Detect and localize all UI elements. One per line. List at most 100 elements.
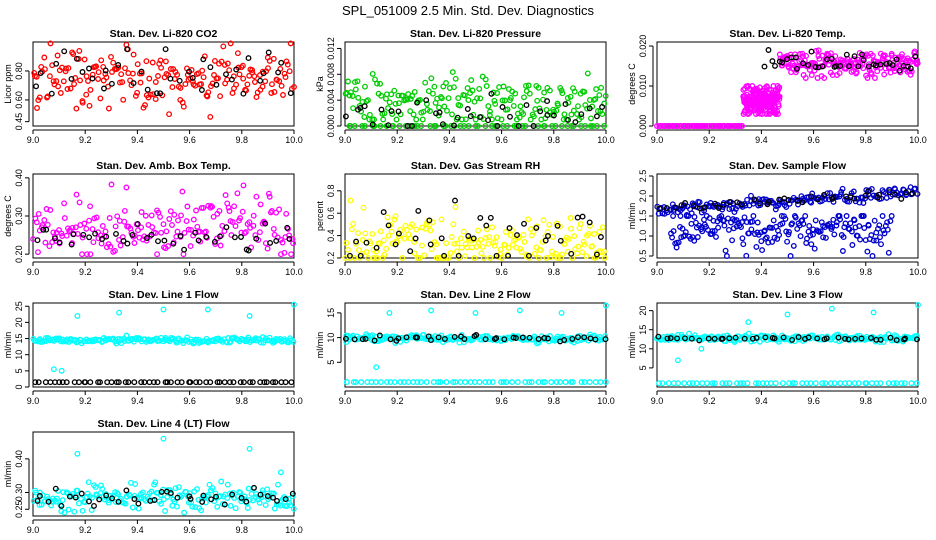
data-point bbox=[41, 217, 48, 224]
panel-title: Stan. Dev. Line 2 Flow bbox=[420, 289, 531, 301]
data-point bbox=[851, 53, 858, 60]
data-point bbox=[889, 62, 896, 69]
data-point bbox=[160, 306, 167, 313]
data-point bbox=[478, 336, 485, 343]
data-point bbox=[87, 379, 94, 386]
data-point bbox=[229, 90, 236, 97]
y-tick-label: 0.45 bbox=[14, 113, 24, 131]
data-point bbox=[483, 83, 490, 90]
data-point bbox=[790, 242, 797, 249]
data-point bbox=[474, 95, 481, 102]
data-point bbox=[592, 379, 599, 386]
data-point bbox=[514, 232, 520, 239]
data-point bbox=[438, 235, 445, 242]
data-point bbox=[240, 379, 247, 386]
data-point bbox=[726, 206, 733, 213]
data-point bbox=[130, 80, 137, 87]
data-point bbox=[838, 189, 845, 195]
data-point bbox=[188, 226, 194, 233]
data-point bbox=[855, 63, 862, 70]
data-point bbox=[193, 207, 200, 214]
data-point bbox=[110, 59, 117, 66]
y-axis-label: kPa bbox=[315, 76, 325, 92]
data-point bbox=[659, 380, 666, 387]
data-point bbox=[565, 116, 571, 123]
data-point bbox=[149, 59, 156, 66]
data-point bbox=[64, 86, 71, 92]
data-point bbox=[743, 252, 750, 259]
data-point bbox=[397, 379, 404, 386]
data-point bbox=[61, 215, 68, 222]
x-tick-label: 9.8 bbox=[860, 396, 873, 406]
data-point bbox=[753, 243, 760, 250]
data-point bbox=[741, 214, 748, 221]
data-point bbox=[562, 101, 569, 108]
data-point bbox=[222, 192, 229, 199]
data-point bbox=[351, 255, 358, 261]
data-point bbox=[750, 213, 757, 219]
data-point bbox=[833, 222, 840, 229]
data-point bbox=[428, 337, 434, 344]
data-point bbox=[535, 255, 542, 261]
data-point bbox=[157, 90, 164, 97]
data-point bbox=[530, 123, 537, 129]
data-point bbox=[221, 501, 228, 508]
data-point bbox=[465, 123, 472, 129]
data-point bbox=[885, 249, 892, 256]
data-point bbox=[167, 66, 174, 72]
data-point bbox=[441, 252, 448, 259]
data-point bbox=[217, 93, 224, 100]
data-point bbox=[226, 379, 233, 386]
data-point bbox=[732, 334, 739, 341]
data-point bbox=[178, 379, 185, 386]
data-point bbox=[544, 112, 551, 119]
data-point bbox=[847, 220, 854, 227]
data-point bbox=[124, 240, 131, 247]
data-point bbox=[63, 65, 69, 72]
data-point bbox=[142, 212, 149, 219]
data-point bbox=[510, 102, 517, 109]
series-outliers bbox=[373, 302, 609, 371]
data-point bbox=[691, 213, 698, 220]
data-point bbox=[157, 213, 164, 220]
data-point bbox=[654, 123, 660, 129]
data-point bbox=[519, 334, 526, 341]
data-point bbox=[419, 242, 425, 249]
data-point bbox=[553, 107, 560, 114]
x-tick-label: 9.0 bbox=[27, 525, 40, 535]
data-point bbox=[597, 234, 604, 240]
data-point bbox=[586, 219, 593, 226]
data-point bbox=[568, 250, 575, 257]
data-point bbox=[267, 239, 274, 246]
data-point bbox=[769, 58, 776, 65]
data-point bbox=[567, 93, 574, 100]
data-point bbox=[199, 67, 206, 74]
data-point bbox=[485, 117, 492, 124]
data-point bbox=[196, 379, 203, 386]
data-point bbox=[123, 332, 130, 339]
data-point bbox=[833, 219, 840, 226]
series-all bbox=[30, 332, 297, 347]
data-point bbox=[34, 237, 41, 244]
data-point bbox=[200, 492, 207, 499]
data-point bbox=[699, 380, 706, 387]
data-point bbox=[173, 503, 180, 510]
data-point bbox=[371, 116, 377, 123]
data-point bbox=[162, 58, 169, 65]
data-point bbox=[712, 200, 718, 207]
data-point bbox=[115, 379, 122, 386]
data-point bbox=[504, 123, 511, 129]
data-point bbox=[677, 213, 684, 219]
y-tick-label: 0.008 bbox=[326, 63, 336, 86]
data-point bbox=[166, 111, 173, 118]
data-point bbox=[512, 90, 519, 97]
data-point bbox=[86, 498, 92, 505]
data-point bbox=[535, 84, 542, 91]
data-point bbox=[246, 445, 253, 452]
data-point bbox=[682, 200, 689, 206]
data-point bbox=[549, 123, 556, 129]
data-point bbox=[602, 333, 609, 340]
data-point bbox=[814, 196, 821, 203]
data-point bbox=[92, 230, 99, 237]
data-point bbox=[776, 84, 783, 91]
